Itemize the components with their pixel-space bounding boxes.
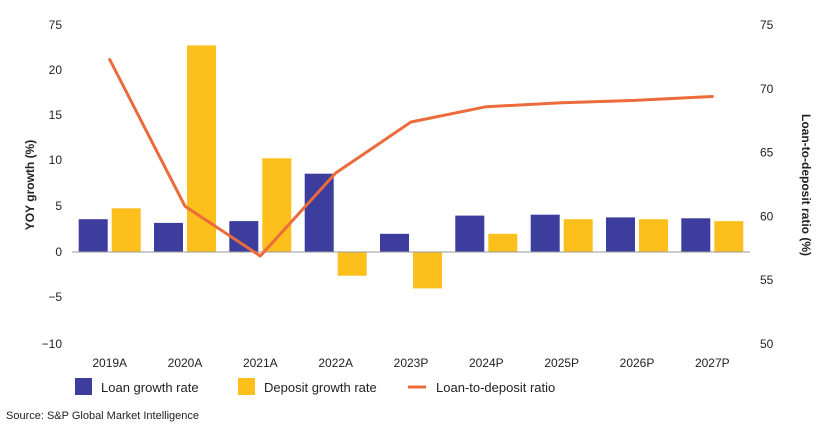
x-tick-label: 2023P bbox=[394, 356, 429, 370]
y-tick-label: −10 bbox=[42, 337, 63, 351]
right-axis: 75 70 65 60 55 50 Loan-to-deposit ratio (%) bbox=[760, 18, 813, 351]
x-tick-label: 2019A bbox=[92, 356, 127, 370]
legend: Loan growth rate Deposit growth rate Loan-… bbox=[75, 378, 555, 395]
x-tick-label: 2025P bbox=[544, 356, 579, 370]
left-axis: 75 20 15 10 5 0 −5 −10 YOY growth (%) bbox=[23, 18, 62, 351]
loan-growth-bar bbox=[455, 215, 485, 252]
line-layer bbox=[108, 58, 714, 258]
deposit-growth-bar bbox=[111, 208, 141, 252]
x-tick-label: 2021A bbox=[243, 356, 278, 370]
x-tick-label: 2024P bbox=[469, 356, 504, 370]
legend-deposit-growth-swatch bbox=[238, 378, 255, 395]
y-tick-label: 20 bbox=[49, 63, 63, 77]
loan-growth-bar bbox=[229, 221, 259, 252]
deposit-growth-bar bbox=[337, 252, 367, 276]
y-tick-label: 5 bbox=[55, 199, 62, 213]
y2-tick-label: 55 bbox=[760, 273, 774, 287]
loan-growth-bar bbox=[606, 217, 635, 252]
deposit-growth-bar bbox=[563, 219, 593, 252]
loan-to-deposit-line bbox=[108, 58, 714, 258]
y2-tick-label: 65 bbox=[760, 146, 774, 160]
x-tick-label: 2027P bbox=[695, 356, 730, 370]
legend-deposit-growth-label: Deposit growth rate bbox=[264, 380, 377, 395]
deposit-growth-bar bbox=[413, 252, 442, 289]
x-tick-label: 2020A bbox=[168, 356, 203, 370]
y2-axis-title: Loan-to-deposit ratio (%) bbox=[799, 114, 813, 256]
deposit-growth-bar bbox=[714, 221, 744, 252]
deposit-growth-bar bbox=[187, 45, 216, 253]
loan-growth-bar bbox=[681, 218, 711, 252]
legend-ldr-label: Loan-to-deposit ratio bbox=[436, 380, 555, 395]
y2-tick-label: 70 bbox=[760, 82, 774, 96]
y-tick-label: 10 bbox=[49, 153, 63, 167]
y-tick-label: 0 bbox=[55, 245, 62, 259]
legend-loan-growth-swatch bbox=[75, 378, 92, 395]
loan-growth-bar bbox=[78, 219, 108, 252]
y2-tick-label: 60 bbox=[760, 209, 774, 223]
source-note: Source: S&P Global Market Intelligence bbox=[6, 410, 200, 422]
loan-growth-bar bbox=[154, 222, 183, 252]
x-tick-label: 2026P bbox=[620, 356, 655, 370]
loan-growth-bar bbox=[304, 173, 334, 252]
y2-tick-label: 75 bbox=[760, 18, 774, 32]
y-tick-label: −5 bbox=[48, 290, 62, 304]
y-axis-title: YOY growth (%) bbox=[23, 140, 37, 230]
deposit-growth-bar bbox=[639, 219, 668, 252]
loan-growth-bar bbox=[530, 214, 560, 252]
x-tick-label: 2022A bbox=[318, 356, 353, 370]
y-tick-label: 15 bbox=[49, 108, 63, 122]
legend-loan-growth-label: Loan growth rate bbox=[101, 380, 199, 395]
y-tick-label: 75 bbox=[49, 18, 63, 32]
loan-growth-bar bbox=[380, 233, 409, 252]
deposit-growth-bar bbox=[488, 233, 518, 252]
x-axis: 2019A 2020A 2021A 2022A 2023P 2024P 2025P 2026P… bbox=[92, 356, 729, 370]
y2-tick-label: 50 bbox=[760, 337, 774, 351]
